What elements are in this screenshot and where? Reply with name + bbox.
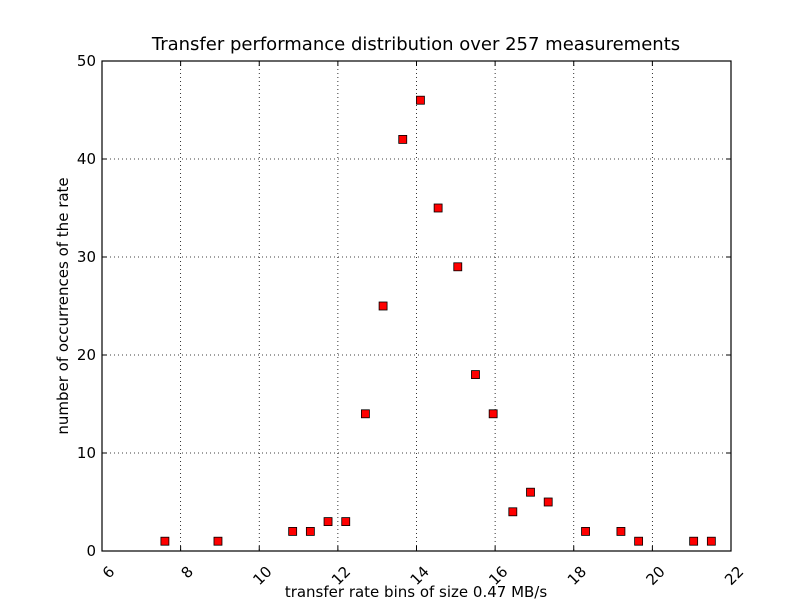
y-tick-labels: 0 10 20 30 40 50: [77, 52, 96, 560]
data-points: [160, 95, 716, 546]
x-tick-label: 10: [249, 563, 275, 589]
y-tick-label: 40: [77, 150, 96, 168]
x-tick-label: 6: [99, 563, 118, 582]
data-point: [398, 134, 408, 144]
data-point: [378, 301, 388, 311]
data-point: [616, 527, 626, 536]
data-point: [288, 527, 298, 536]
data-point: [471, 370, 480, 380]
data-point: [634, 536, 644, 546]
data-point: [543, 497, 553, 507]
y-tick-label: 50: [77, 52, 96, 70]
data-point: [526, 487, 535, 497]
data-point: [689, 536, 699, 546]
data-point: [706, 536, 716, 546]
x-tick-label: 18: [564, 563, 590, 589]
data-point: [341, 517, 351, 526]
data-point: [160, 536, 170, 546]
data-point: [508, 507, 518, 517]
y-tick-label: 10: [77, 444, 96, 462]
data-point: [323, 517, 333, 526]
y-axis-label: number of occurrences of the rate: [54, 177, 72, 434]
y-tick-label: 30: [77, 248, 96, 266]
grid-lines: [101, 60, 732, 552]
data-point: [305, 527, 315, 536]
y-tick-label: 20: [77, 346, 96, 364]
data-point: [416, 95, 425, 105]
data-point: [453, 262, 463, 272]
plot-frame: [101, 60, 732, 552]
data-point: [360, 409, 370, 419]
data-point: [488, 409, 498, 419]
data-point: [433, 203, 443, 213]
data-point: [213, 536, 223, 546]
x-tick-label: 20: [643, 563, 669, 589]
chart-title: Transfer performance distribution over 2…: [151, 34, 680, 55]
x-tick-label: 22: [721, 563, 747, 589]
x-tick-label: 8: [178, 563, 197, 582]
data-point: [581, 527, 590, 536]
x-axis-label: transfer rate bins of size 0.47 MB/s: [285, 583, 548, 601]
y-tick-label: 0: [86, 542, 96, 560]
